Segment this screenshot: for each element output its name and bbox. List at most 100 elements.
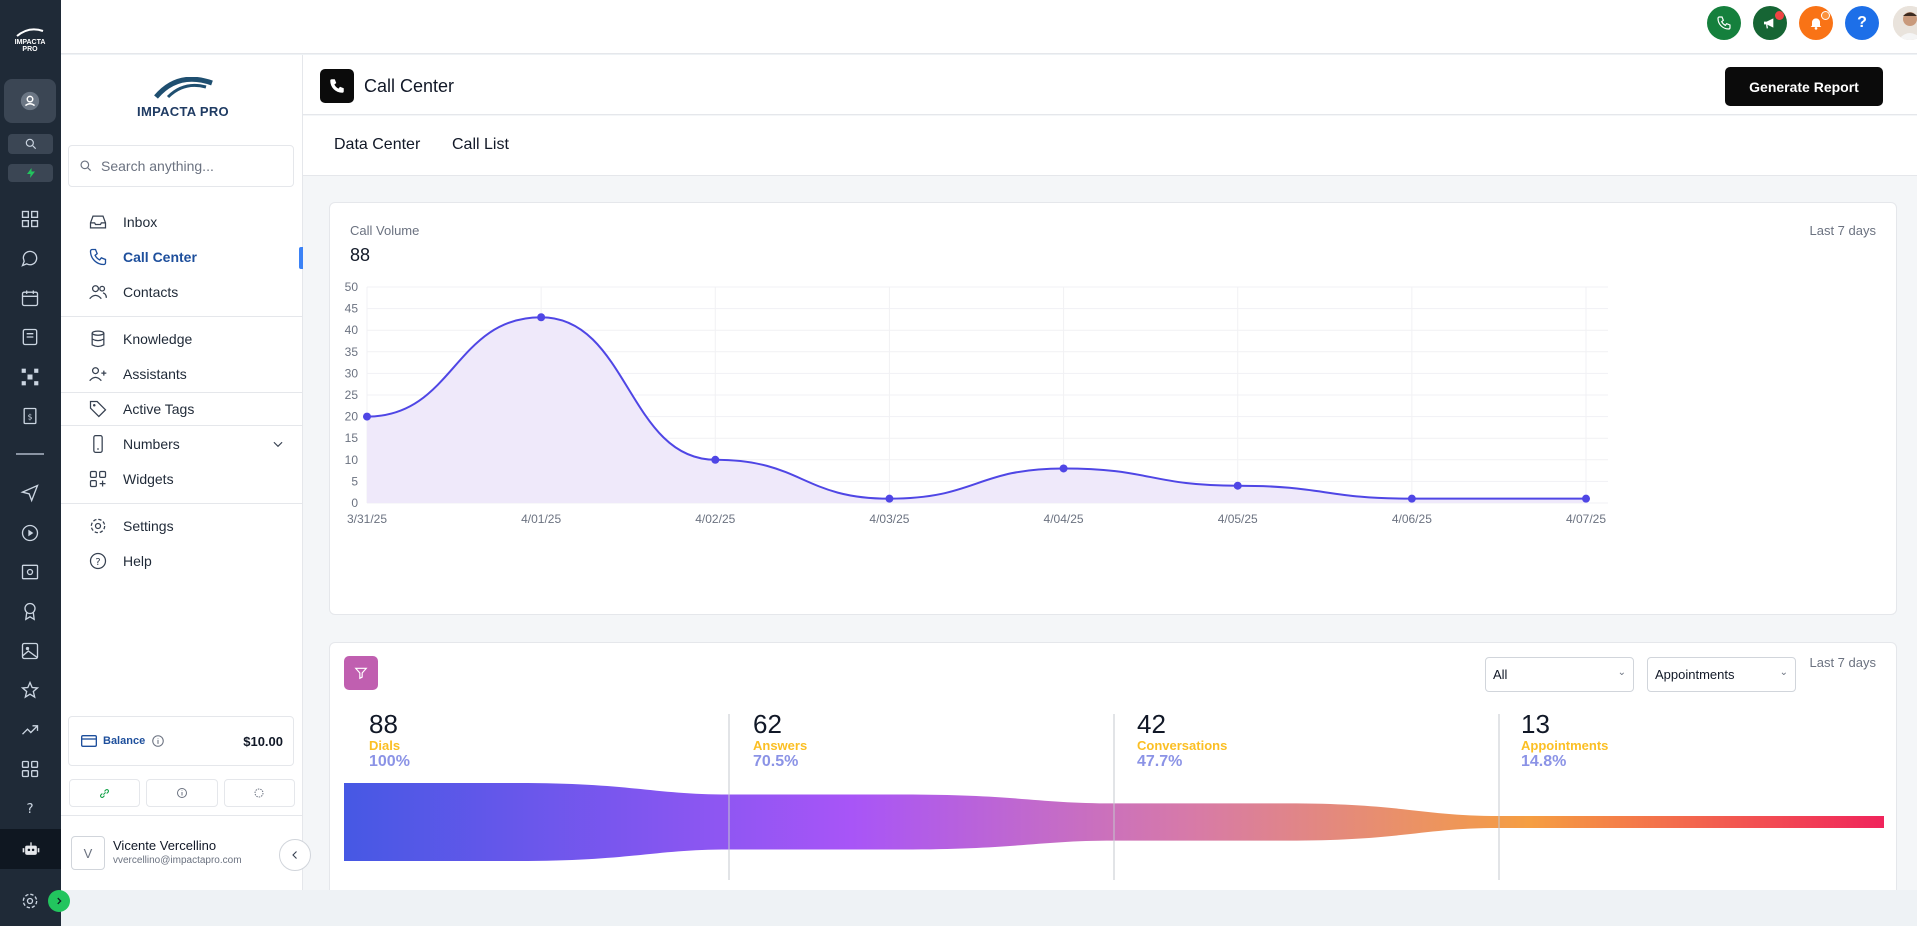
rail-award-icon[interactable] (18, 599, 42, 623)
data-point[interactable] (537, 313, 546, 322)
balance-card: Balance $10.00 (68, 716, 294, 766)
svg-text:?: ? (95, 557, 100, 568)
rail-help-icon[interactable]: ? (18, 796, 42, 820)
x-tick-label: 4/03/25 (869, 512, 909, 526)
rail-calendar-icon[interactable] (18, 286, 42, 310)
rail-expand-button[interactable] (48, 890, 70, 912)
funnel-stage: 88 Dials 100% (369, 711, 410, 771)
nav-item-call-center[interactable]: Call Center (61, 240, 303, 274)
rail-network-icon[interactable] (18, 365, 42, 389)
collapse-sidebar-button[interactable] (279, 839, 311, 871)
tab-call-list[interactable]: Call List (452, 136, 509, 153)
y-tick-label: 0 (351, 496, 358, 510)
nav-item-settings[interactable]: Settings (61, 509, 303, 543)
link-button[interactable] (69, 779, 141, 807)
rail-image-icon[interactable] (18, 639, 42, 663)
chevron-down-icon[interactable] (271, 437, 285, 451)
data-point[interactable] (885, 494, 894, 503)
data-point[interactable] (1582, 494, 1590, 503)
rail-bot-button[interactable] (0, 829, 61, 869)
funnel-filter-button[interactable] (344, 656, 378, 690)
bell-icon (1810, 18, 1822, 30)
help-button[interactable]: ? (1845, 6, 1879, 40)
rail-settings-icon[interactable] (18, 889, 42, 913)
tab-bar: Data Center Call List (303, 116, 1917, 176)
rail-chat-icon[interactable] (18, 246, 42, 270)
top-bar: ? (61, 0, 1917, 54)
phone-icon (330, 79, 344, 93)
nav-item-label: Active Tags (123, 401, 195, 417)
rail-media-icon[interactable] (18, 560, 42, 584)
rail-apps-icon[interactable] (18, 757, 42, 781)
funnel-goal-select[interactable]: Appointments ⌄ (1647, 657, 1796, 692)
nav-search[interactable] (68, 145, 294, 187)
rail-send-icon[interactable] (18, 481, 42, 505)
funnel-stage: 13 Appointments 14.8% (1521, 711, 1608, 771)
robot-icon (22, 842, 39, 855)
funnel-scope-select[interactable]: All ⌄ (1485, 657, 1634, 692)
brand-swoosh-icon (154, 76, 213, 99)
announcements-button[interactable] (1753, 6, 1787, 40)
notifications-button[interactable] (1799, 6, 1833, 40)
rail-search-button[interactable] (8, 134, 53, 154)
rail-play-icon[interactable] (18, 521, 42, 545)
phone-call-button[interactable] (1707, 6, 1741, 40)
nav-item-label: Contacts (123, 284, 179, 300)
announcement-dot (1775, 11, 1784, 20)
nav-item-contacts[interactable]: Contacts (61, 275, 303, 309)
data-point[interactable] (1233, 481, 1242, 490)
rail-home-button[interactable] (4, 79, 56, 123)
rail-invoice-icon[interactable]: $ (18, 404, 42, 428)
phone-icon (88, 247, 108, 267)
nav-item-label: Assistants (123, 366, 187, 382)
y-tick-label: 40 (345, 323, 359, 337)
funnel-chart (344, 714, 1884, 880)
nav-item-widgets[interactable]: Widgets (61, 462, 303, 496)
data-point[interactable] (711, 455, 720, 464)
rail-divider (16, 453, 44, 455)
data-point[interactable] (363, 412, 371, 421)
nav-item-knowledge[interactable]: Knowledge (61, 322, 303, 356)
x-tick-label: 4/07/25 (1566, 512, 1606, 526)
users-icon (88, 282, 108, 302)
tab-data-center[interactable]: Data Center (334, 136, 421, 153)
stage-percent: 70.5% (753, 753, 799, 770)
funnel-stage: 42 Conversations 47.7% (1137, 711, 1227, 771)
rail-quick-button[interactable] (8, 164, 53, 182)
rail-trend-icon[interactable] (18, 718, 42, 742)
rail-dashboard-icon[interactable] (18, 207, 42, 231)
nav-item-inbox[interactable]: Inbox (61, 205, 303, 239)
funnel-range: Last 7 days (1809, 655, 1877, 670)
y-tick-label: 35 (345, 345, 359, 359)
info-icon[interactable] (151, 734, 165, 748)
y-tick-label: 10 (345, 453, 359, 467)
bolt-icon (26, 168, 35, 178)
svg-text:$: $ (28, 412, 33, 421)
call-volume-value: 88 (350, 245, 371, 265)
nav-item-active-tags[interactable]: Active Tags (61, 392, 303, 426)
rail-notes-icon[interactable] (18, 325, 42, 349)
chevron-down-icon: ⌄ (1779, 667, 1788, 678)
nav-divider (61, 316, 303, 317)
database-icon (88, 329, 108, 349)
search-icon (80, 160, 92, 172)
nav-item-assistants[interactable]: Assistants (61, 357, 303, 391)
data-point[interactable] (1059, 464, 1068, 473)
rail-star-icon[interactable] (18, 678, 42, 702)
x-tick-label: 4/05/25 (1218, 512, 1258, 526)
call-volume-card: Call Volume 88 Last 7 days 0 5 10 15 20 25 30 3… (329, 202, 1897, 615)
nav-item-numbers[interactable]: Numbers (61, 427, 303, 461)
user-avatar[interactable] (1893, 6, 1917, 40)
user-profile[interactable]: V Vicente Vercellino vvercellino@impacta… (61, 815, 303, 890)
search-input[interactable] (101, 158, 281, 174)
generate-report-button[interactable]: Generate Report (1725, 67, 1883, 106)
info-button[interactable] (146, 779, 218, 807)
badge-button[interactable] (223, 779, 295, 807)
main-content: Call Center Generate Report Data Center … (303, 55, 1917, 890)
series-area (367, 317, 1586, 503)
data-point[interactable] (1407, 494, 1416, 503)
nav-item-help[interactable]: ? Help (61, 544, 303, 578)
nav-sidebar: IMPACTA PRO Inbox Call Center Contacts K… (61, 55, 303, 890)
nav-item-label: Help (123, 553, 152, 569)
stage-value: 88 (369, 709, 398, 739)
